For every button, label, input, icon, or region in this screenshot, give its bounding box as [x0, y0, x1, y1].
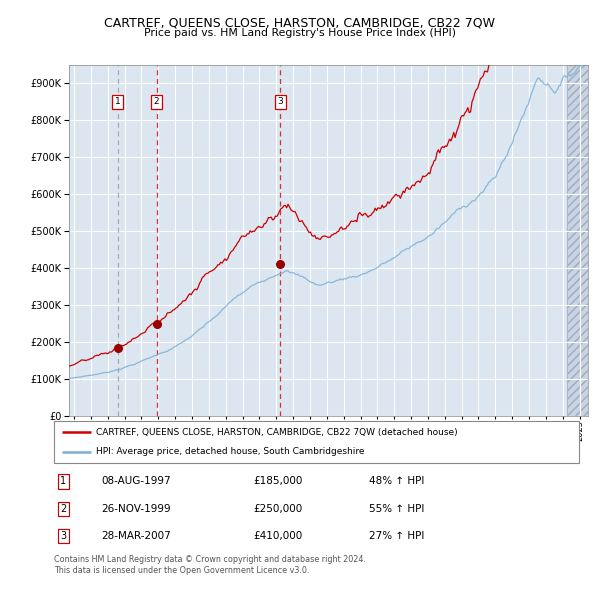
Text: 1: 1 [115, 97, 121, 106]
Text: CARTREF, QUEENS CLOSE, HARSTON, CAMBRIDGE, CB22 7QW (detached house): CARTREF, QUEENS CLOSE, HARSTON, CAMBRIDG… [96, 428, 458, 437]
Text: 55% ↑ HPI: 55% ↑ HPI [369, 504, 424, 514]
Text: £250,000: £250,000 [254, 504, 303, 514]
Text: 1: 1 [61, 477, 67, 487]
Text: 08-AUG-1997: 08-AUG-1997 [101, 477, 171, 487]
Bar [567, 65, 588, 416]
Text: £410,000: £410,000 [254, 531, 303, 541]
Text: 2: 2 [154, 97, 160, 106]
Text: 3: 3 [61, 531, 67, 541]
Text: CARTREF, QUEENS CLOSE, HARSTON, CAMBRIDGE, CB22 7QW: CARTREF, QUEENS CLOSE, HARSTON, CAMBRIDG… [104, 17, 496, 30]
Text: 27% ↑ HPI: 27% ↑ HPI [369, 531, 424, 541]
Text: 26-NOV-1999: 26-NOV-1999 [101, 504, 171, 514]
Text: 48% ↑ HPI: 48% ↑ HPI [369, 477, 424, 487]
Text: 2: 2 [61, 504, 67, 514]
Bar [567, 65, 588, 416]
Text: Contains HM Land Registry data © Crown copyright and database right 2024.: Contains HM Land Registry data © Crown c… [54, 555, 366, 563]
Text: £185,000: £185,000 [254, 477, 303, 487]
Text: Price paid vs. HM Land Registry's House Price Index (HPI): Price paid vs. HM Land Registry's House … [144, 28, 456, 38]
Text: 3: 3 [277, 97, 283, 106]
FancyBboxPatch shape [54, 421, 579, 463]
Text: HPI: Average price, detached house, South Cambridgeshire: HPI: Average price, detached house, Sout… [96, 447, 365, 456]
Text: 28-MAR-2007: 28-MAR-2007 [101, 531, 171, 541]
Text: This data is licensed under the Open Government Licence v3.0.: This data is licensed under the Open Gov… [54, 566, 310, 575]
